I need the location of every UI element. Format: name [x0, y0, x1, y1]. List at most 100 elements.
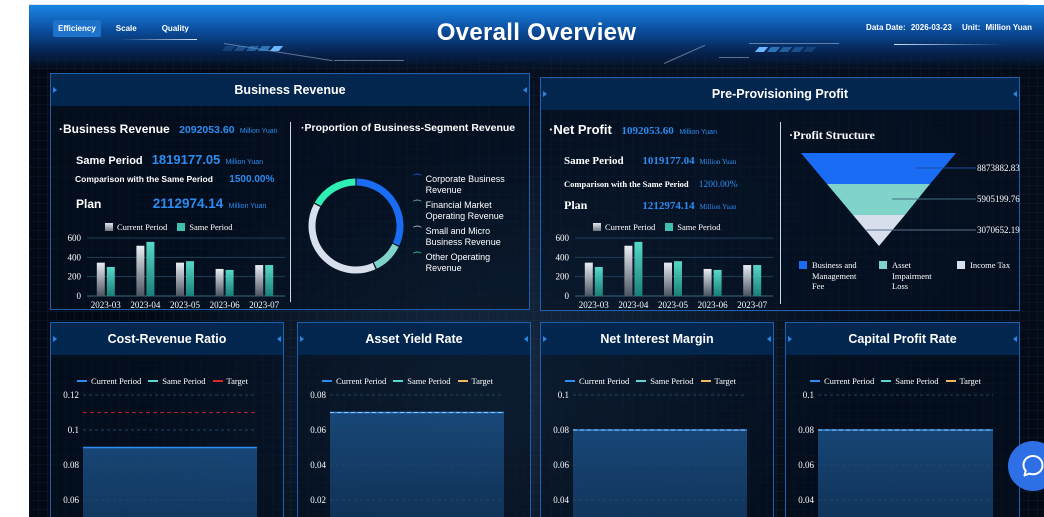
dashboard-canvas: Efficiency Scale Quality Overall Overvie… [29, 5, 1044, 517]
arrow-right-icon [1013, 91, 1017, 97]
tab-scale[interactable]: Scale [115, 24, 137, 33]
decor-line-right-3 [749, 43, 839, 44]
legend-target[interactable]: Target [457, 376, 493, 386]
ratio-panel-title: Capital Profit Rate [848, 332, 957, 346]
tab-efficiency[interactable]: Efficiency [53, 20, 101, 37]
funnel-legend-item[interactable]: Income Tax [957, 260, 1010, 292]
business-revenue-title: Business Revenue [234, 83, 346, 97]
legend-marker-icon: ⏜ [413, 200, 422, 210]
same-period-label: Same Period [76, 155, 143, 167]
arrow-left-icon [543, 91, 547, 97]
legend-same[interactable]: Same Period [881, 376, 939, 386]
same-period-unit: Million Yuan [699, 158, 737, 166]
profit-structure-title: ·Profit Structure [789, 128, 875, 142]
legend-target[interactable]: Target [700, 376, 736, 386]
legend-current[interactable]: Current Period [810, 376, 874, 386]
svg-text:600: 600 [556, 233, 570, 243]
arrow-left-icon [543, 336, 547, 342]
legend-current[interactable]: Current Period [565, 376, 629, 386]
svg-text:0.1: 0.1 [558, 390, 569, 400]
business-revenue-panel: Business Revenue ·Business Revenue 20920… [50, 73, 530, 310]
svg-text:400: 400 [68, 252, 82, 262]
pre-provisioning-profit-panel: Pre-Provisioning Profit ·Net Profit 1092… [540, 77, 1020, 311]
kpi-title: ·Business Revenue [59, 122, 170, 136]
funnel-value-2: 5905199.76 [977, 194, 1020, 204]
legend-current[interactable]: Current Period [77, 376, 141, 386]
funnel-legend-item[interactable]: Asset Impairment Loss [879, 260, 947, 292]
ratio-legend: Current Period Same Period Target [77, 376, 248, 386]
tab-underline [119, 39, 197, 40]
legend-marker-icon: ⏜ [413, 252, 422, 262]
svg-text:0.04: 0.04 [310, 460, 326, 470]
legend-target[interactable]: Target [212, 376, 248, 386]
segment-title: ·Proportion of Business-Segment Revenue [301, 122, 516, 134]
same-period-row: Same Period 1819177.05 Million Yuan [76, 152, 263, 167]
legend-current[interactable]: Current Period [593, 222, 655, 232]
funnel-legend-item[interactable]: Business and Management Fee [799, 260, 869, 292]
legend-marker-icon: ⏜ [413, 174, 422, 184]
decor-line-right [663, 44, 706, 64]
svg-text:0.08: 0.08 [798, 425, 814, 435]
page-title: Overall Overview [436, 19, 637, 46]
data-date-value: 2026-03-23 [910, 23, 952, 32]
ratio-panel-net-interest-margin: Net Interest Margin Current Period Same … [540, 322, 774, 517]
svg-text:0.02: 0.02 [310, 495, 326, 505]
kpi-title: ·Net Profit [549, 122, 612, 137]
kpi-unit: Million Yuan [679, 129, 717, 136]
ratio-area-chart: 0.020.040.060.080.1 [553, 390, 747, 517]
svg-text:0.04: 0.04 [553, 495, 569, 505]
same-period-row: Same Period 1019177.04 Million Yuan [564, 155, 736, 167]
business-revenue-header: Business Revenue [51, 74, 529, 106]
ratio-panel-header: Asset Yield Rate [298, 323, 530, 355]
revenue-bar-chart: 0 200 400 600 2023-03 2023-04 2023-05 2023-06 20… [68, 233, 285, 310]
comparison-row: Comparison with the Same Period 1200.00% [564, 179, 738, 190]
segment-legend-item[interactable]: ⏜ Corporate Business Revenue [413, 174, 505, 195]
legend-same[interactable]: Same Period [148, 376, 206, 386]
header: Efficiency Scale Quality Overall Overvie… [29, 5, 1044, 69]
tab-quality[interactable]: Quality [161, 24, 189, 33]
legend-same[interactable]: Same Period [665, 222, 721, 232]
svg-text:0: 0 [565, 291, 570, 301]
svg-text:0.08: 0.08 [63, 460, 79, 470]
svg-text:0.1: 0.1 [68, 425, 79, 435]
data-date-label: Data Date: [866, 23, 906, 32]
chat-bubble-icon [1022, 455, 1044, 477]
segment-legend-item[interactable]: ⏜ Small and Micro Business Revenue [413, 226, 501, 247]
segment-donut-chart [308, 178, 404, 274]
profit-bar-legend: Current Period Same Period [593, 222, 721, 232]
legend-same[interactable]: Same Period [177, 222, 233, 232]
ratio-panel-cost-revenue-ratio: Cost-Revenue Ratio Current Period Same P… [50, 322, 284, 517]
svg-text:2023-03: 2023-03 [91, 300, 121, 310]
same-period-label: Same Period [564, 155, 624, 167]
ratio-legend: Current Period Same Period Target [322, 376, 493, 386]
arrow-right-icon [277, 336, 281, 342]
arrow-left-icon [53, 87, 57, 93]
segment-legend-item[interactable]: ⏜ Financial Market Operating Revenue [413, 200, 504, 221]
ratio-area-chart: 0.02 0.04 0.06 0.08 [310, 390, 504, 517]
svg-text:0.08: 0.08 [553, 425, 569, 435]
legend-current[interactable]: Current Period [105, 222, 167, 232]
svg-text:2023-07: 2023-07 [249, 300, 279, 310]
svg-text:0.06: 0.06 [553, 460, 569, 470]
comparison-value: 1200.00% [698, 180, 738, 190]
chat-button[interactable] [1008, 441, 1044, 491]
comparison-value: 1500.00% [229, 174, 275, 185]
legend-target[interactable]: Target [945, 376, 981, 386]
legend-current[interactable]: Current Period [322, 376, 386, 386]
svg-text:200: 200 [68, 272, 82, 282]
segment-legend-item[interactable]: ⏜ Other Operating Revenue [413, 252, 491, 273]
business-revenue-kpi: ·Business Revenue 2092053.60 Million Yua… [59, 122, 278, 136]
legend-same[interactable]: Same Period [636, 376, 694, 386]
data-meta: Data Date: 2026-03-23 Unit: Million Yuan [863, 23, 1032, 32]
svg-text:2023-05: 2023-05 [658, 300, 688, 310]
svg-text:2023-04: 2023-04 [130, 300, 160, 310]
svg-text:200: 200 [556, 272, 570, 282]
arrow-left-icon [300, 336, 304, 342]
ratio-area-chart: 0.020.040.060.080.1 [798, 390, 993, 517]
kpi-value: 1092053.60 [621, 125, 674, 137]
legend-same[interactable]: Same Period [393, 376, 451, 386]
ratio-area-chart: 0.020.040.060.080.10.12 [63, 390, 257, 517]
svg-text:400: 400 [556, 252, 570, 262]
svg-text:2023-07: 2023-07 [737, 300, 767, 310]
arrow-left-icon [53, 336, 57, 342]
